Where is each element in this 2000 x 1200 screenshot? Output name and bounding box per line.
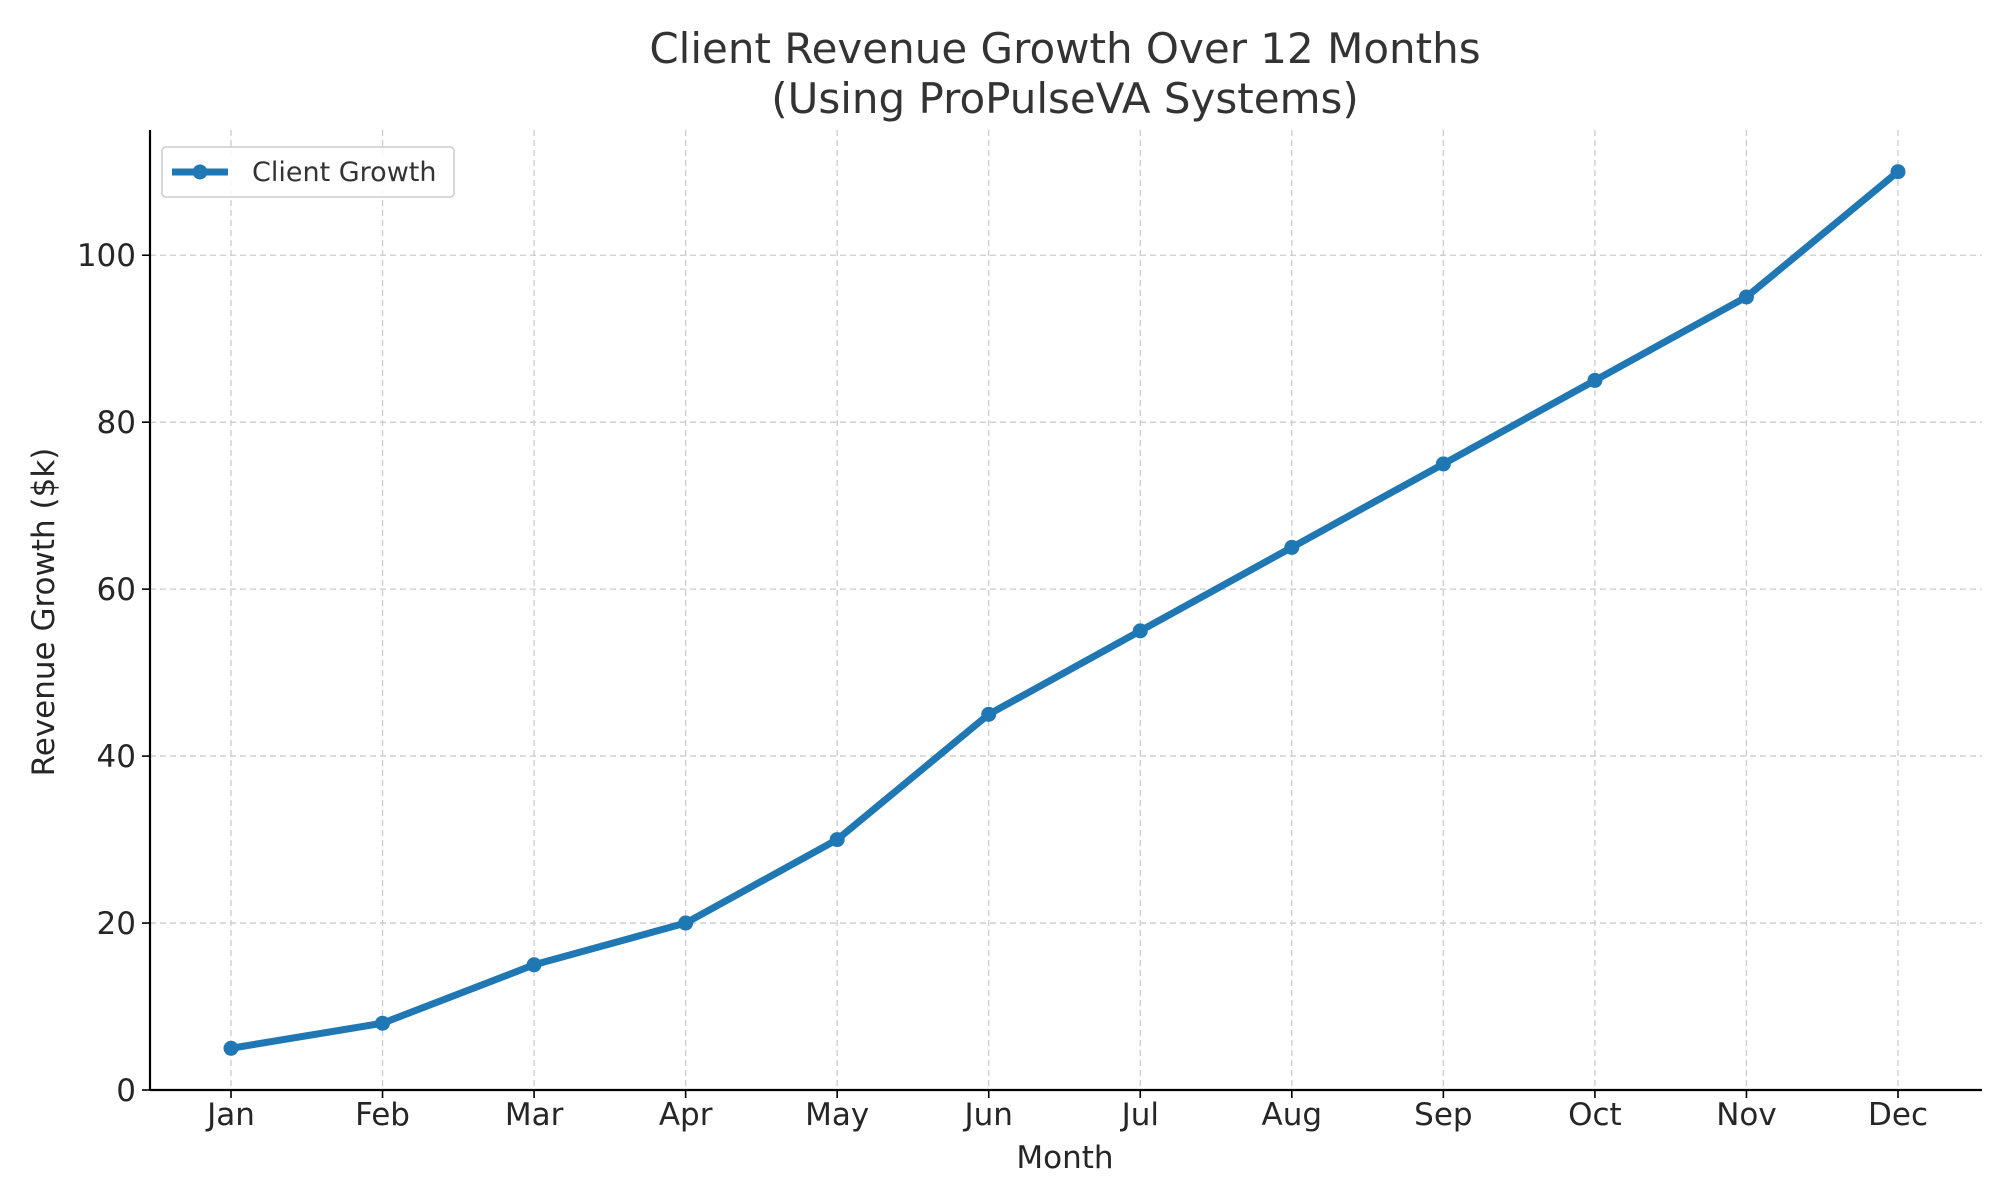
- data-point-apr: [678, 915, 694, 931]
- x-tick-label-aug: Aug: [1262, 1097, 1323, 1133]
- data-point-nov: [1738, 289, 1754, 305]
- x-tick-label-jun: Jun: [963, 1097, 1013, 1133]
- data-point-mar: [526, 957, 542, 973]
- chart-title-line-1: Client Revenue Growth Over 12 Months: [649, 24, 1480, 73]
- data-point-jun: [981, 706, 997, 722]
- data-point-dec: [1890, 164, 1906, 180]
- x-tick-label-may: May: [805, 1097, 869, 1133]
- ticks: Jan Feb Mar Apr May Jun Jul Aug Sep Oct Nov Dec 0 20 4…: [77, 238, 1928, 1133]
- chart-title-line-2: (Using ProPulseVA Systems): [771, 74, 1359, 123]
- series-line-0: [227, 168, 1902, 1052]
- grid: [150, 130, 1982, 1091]
- series: [223, 164, 1906, 1056]
- x-tick-label-mar: Mar: [505, 1097, 564, 1133]
- y-axis-label: Revenue Growth ($k): [26, 448, 62, 777]
- x-axis-label: Month: [1016, 1140, 1113, 1176]
- data-point-oct: [1587, 372, 1603, 388]
- legend-marker: [192, 164, 208, 180]
- legend: Client Growth: [161, 146, 455, 198]
- y-tick-label-60: 60: [97, 572, 136, 608]
- y-tick-label-80: 80: [97, 405, 136, 441]
- x-tick-label-nov: Nov: [1716, 1097, 1777, 1133]
- x-tick-label-jul: Jul: [1120, 1097, 1159, 1133]
- data-point-feb: [375, 1015, 391, 1031]
- data-point-sep: [1435, 456, 1451, 472]
- data-point-may: [829, 832, 845, 848]
- x-tick-label-dec: Dec: [1868, 1097, 1928, 1133]
- axes: [148, 130, 1982, 1092]
- x-tick-label-jan: Jan: [205, 1097, 255, 1133]
- y-tick-label-40: 40: [97, 739, 136, 775]
- x-tick-label-feb: Feb: [355, 1097, 410, 1133]
- data-point-jul: [1132, 623, 1148, 639]
- data-point-aug: [1284, 539, 1300, 555]
- y-tick-label-100: 100: [77, 238, 136, 274]
- legend-label: Client Growth: [252, 157, 436, 188]
- y-tick-label-20: 20: [97, 906, 136, 942]
- x-tick-label-sep: Sep: [1414, 1097, 1472, 1133]
- x-tick-label-apr: Apr: [659, 1097, 713, 1133]
- data-point-jan: [223, 1040, 239, 1056]
- y-tick-label-0: 0: [116, 1073, 136, 1109]
- legend-box: [161, 146, 455, 198]
- chart-title: Client Revenue Growth Over 12 Months (Us…: [649, 24, 1480, 123]
- x-tick-label-oct: Oct: [1568, 1097, 1622, 1133]
